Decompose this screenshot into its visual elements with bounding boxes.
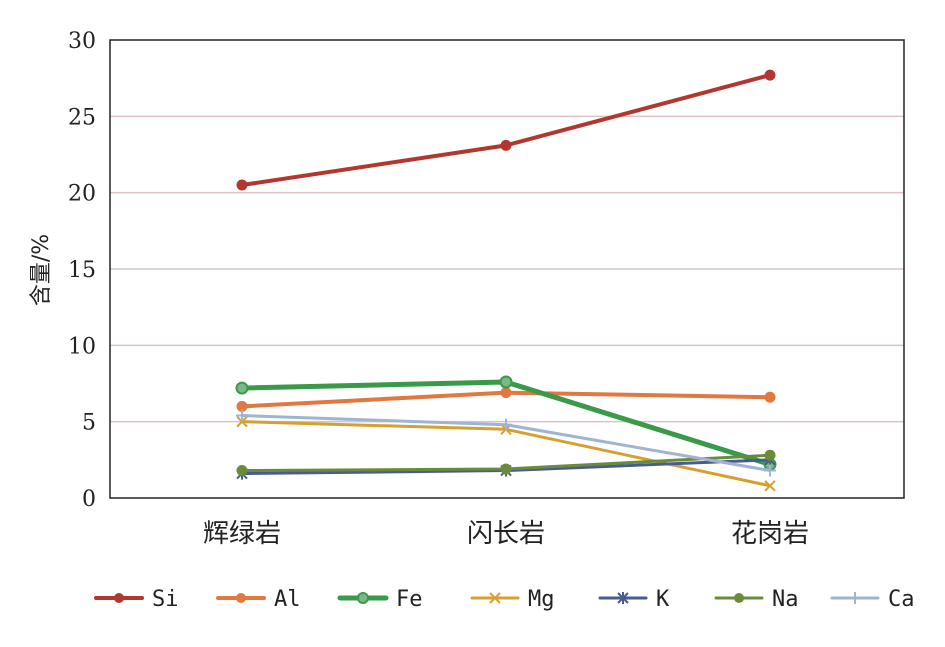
legend-item-mg: Mg bbox=[470, 587, 555, 612]
grid-lines bbox=[110, 115, 904, 423]
legend-label: Al bbox=[274, 587, 301, 612]
y-axis-label: 含量/% bbox=[29, 234, 54, 306]
data-point bbox=[235, 381, 249, 395]
legend-item-fe: Fe bbox=[337, 587, 423, 612]
series-ca bbox=[236, 409, 776, 477]
plot-area-frame bbox=[109, 39, 905, 499]
data-point bbox=[764, 391, 776, 403]
data-point bbox=[734, 593, 744, 603]
legend-item-ca: Ca bbox=[830, 587, 915, 612]
series-line bbox=[240, 73, 772, 188]
y-tick-label: 5 bbox=[82, 411, 96, 436]
data-point bbox=[764, 480, 776, 492]
data-point bbox=[489, 592, 501, 604]
data-point bbox=[236, 465, 248, 477]
legend-label: Mg bbox=[528, 587, 555, 612]
data-point bbox=[236, 409, 248, 422]
y-axis-ticks: 0 5 10 15 20 25 30 bbox=[68, 29, 96, 512]
data-point bbox=[357, 592, 369, 604]
data-point bbox=[849, 592, 861, 604]
data-point bbox=[500, 463, 512, 475]
y-tick-label: 20 bbox=[68, 182, 96, 207]
data-point bbox=[236, 400, 248, 412]
series-si bbox=[236, 69, 776, 191]
data-point bbox=[500, 139, 512, 151]
data-point bbox=[236, 593, 246, 603]
data-point bbox=[764, 449, 776, 461]
legend-item-al: Al bbox=[216, 587, 301, 612]
x-category-label: 辉绿岩 bbox=[203, 519, 281, 549]
y-tick-label: 0 bbox=[82, 487, 96, 512]
legend-item-na: Na bbox=[714, 587, 799, 612]
data-point bbox=[499, 375, 513, 389]
data-point bbox=[500, 387, 512, 399]
y-tick-label: 25 bbox=[68, 105, 96, 130]
legend-item-si: Si bbox=[94, 587, 179, 612]
data-point bbox=[617, 592, 629, 604]
legend-label: Ca bbox=[888, 587, 915, 612]
legend-label: Si bbox=[152, 587, 179, 612]
series-na bbox=[236, 449, 776, 477]
y-tick-label: 30 bbox=[68, 29, 96, 54]
legend-item-k: K bbox=[598, 587, 670, 612]
x-category-label: 花岗岩 bbox=[731, 519, 809, 549]
legend-label: Fe bbox=[396, 587, 423, 612]
data-point bbox=[114, 593, 124, 603]
legend-label: K bbox=[656, 587, 670, 612]
y-tick-label: 10 bbox=[68, 334, 96, 359]
data-point bbox=[764, 69, 776, 81]
data-point bbox=[764, 464, 776, 477]
x-category-label: 闪长岩 bbox=[467, 519, 545, 549]
legend: Si Al Fe Mg K Na Ca bbox=[94, 587, 915, 612]
legend-label: Na bbox=[772, 587, 799, 612]
data-point bbox=[500, 418, 512, 431]
y-tick-label: 15 bbox=[68, 258, 96, 283]
x-axis-categories: 辉绿岩 闪长岩 花岗岩 bbox=[203, 519, 809, 549]
data-point bbox=[236, 179, 248, 191]
data-point bbox=[236, 415, 248, 428]
series-al bbox=[236, 387, 776, 412]
series-group bbox=[235, 69, 777, 492]
